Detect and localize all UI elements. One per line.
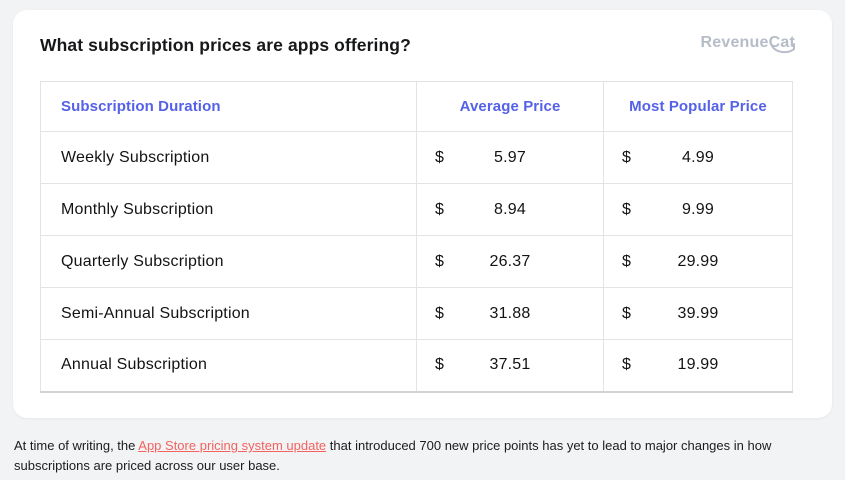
most-popular-price-cell: $4.99 [603,131,793,184]
price-value: 29.99 [677,252,719,270]
column-header-average-price: Average Price [416,81,604,132]
table-header: Subscription Duration Average Price Most… [40,81,793,132]
logo-text-cat: Cat [769,34,795,54]
table-header-row: Subscription Duration Average Price Most… [40,81,793,132]
revenuecat-logo: RevenueCat [700,34,796,54]
table-row: Monthly Subscription $8.94 $9.99 [40,183,793,236]
most-popular-price-cell: $19.99 [603,339,793,393]
table-row: Semi-Annual Subscription $31.88 $39.99 [40,287,793,340]
currency-symbol: $ [435,200,445,218]
cat-tail-icon [770,43,795,54]
price-value: 5.97 [494,148,526,166]
currency-symbol: $ [622,356,632,374]
price-value: 9.99 [682,200,714,218]
currency-symbol: $ [622,304,632,322]
most-popular-price-cell: $9.99 [603,183,793,236]
most-popular-price-cell: $39.99 [603,287,793,340]
price-value: 39.99 [677,304,719,322]
duration-cell: Weekly Subscription [40,131,417,184]
logo-text-revenue: Revenue [700,34,769,51]
currency-symbol: $ [435,148,445,166]
price-table-body: Weekly Subscription $5.97 $4.99 Monthly Sub… [40,131,793,393]
currency-symbol: $ [622,200,632,218]
price-value: 26.37 [489,252,531,270]
price-value: 19.99 [677,356,719,374]
price-value: 8.94 [494,200,526,218]
duration-cell: Quarterly Subscription [40,235,417,288]
column-header-duration: Subscription Duration [40,81,417,132]
column-header-most-popular-price: Most Popular Price [603,81,793,132]
average-price-cell: $31.88 [416,287,604,340]
footnote-text-before: At time of writing, the [14,438,139,453]
currency-symbol: $ [622,148,632,166]
subscription-price-table: Subscription Duration Average Price Most… [40,81,793,393]
currency-symbol: $ [435,356,445,374]
footnote: At time of writing, the App Store pricin… [14,436,832,476]
duration-cell: Semi-Annual Subscription [40,287,417,340]
page-title: What subscription prices are apps offeri… [40,35,411,55]
average-price-cell: $37.51 [416,339,604,393]
app-store-pricing-update-link[interactable]: App Store pricing system update [138,438,327,453]
duration-cell: Monthly Subscription [40,183,417,236]
average-price-cell: $5.97 [416,131,604,184]
currency-symbol: $ [435,304,445,322]
price-value: 4.99 [682,148,714,166]
report-card: What subscription prices are apps offeri… [13,10,832,418]
price-value: 31.88 [489,304,531,322]
currency-symbol: $ [435,252,445,270]
most-popular-price-cell: $29.99 [603,235,793,288]
currency-symbol: $ [622,252,632,270]
table-row: Quarterly Subscription $26.37 $29.99 [40,235,793,288]
price-value: 37.51 [489,356,531,374]
table-row: Weekly Subscription $5.97 $4.99 [40,131,793,184]
average-price-cell: $26.37 [416,235,604,288]
footnote-text-after: that introduced 700 new price points has… [14,438,772,473]
duration-cell: Annual Subscription [40,339,417,393]
table-row: Annual Subscription $37.51 $19.99 [40,339,793,393]
average-price-cell: $8.94 [416,183,604,236]
